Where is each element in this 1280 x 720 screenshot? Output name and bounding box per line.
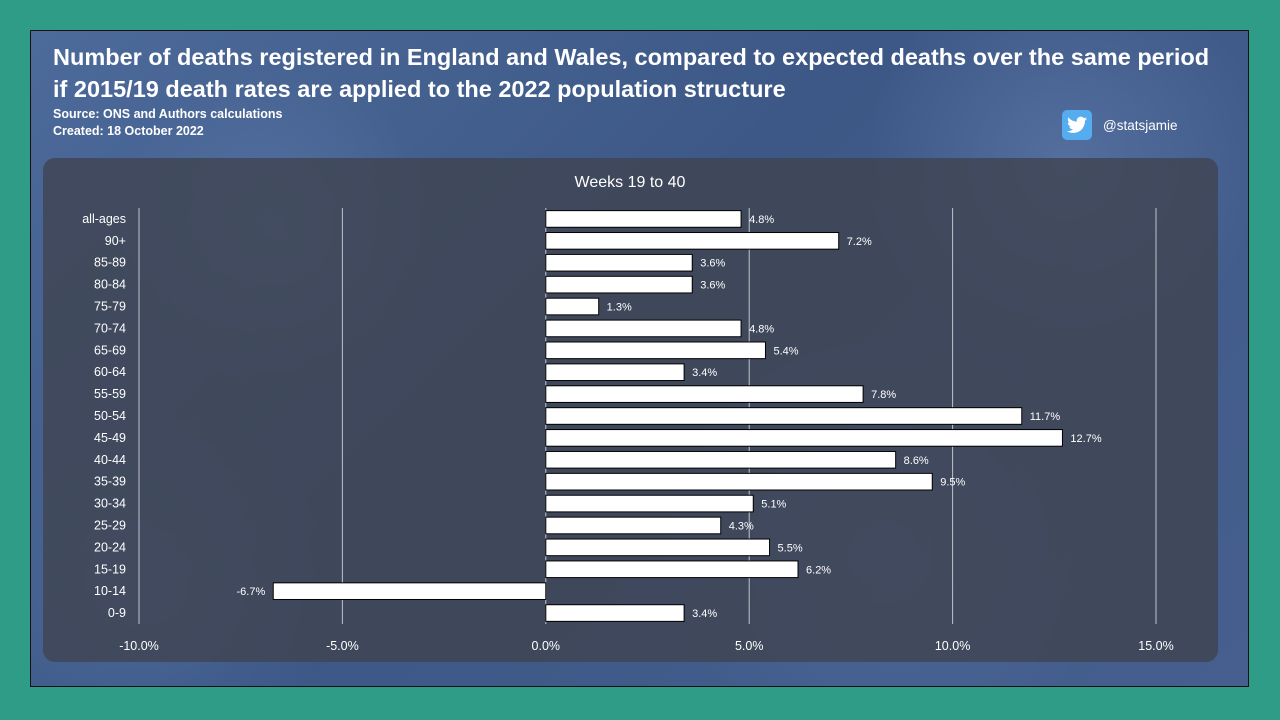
source-note: Source: ONS and Authors calculations	[53, 107, 283, 121]
value-label: 3.4%	[692, 608, 717, 620]
bar	[545, 210, 742, 228]
value-label: 4.8%	[749, 323, 774, 335]
category-label: 40-44	[94, 453, 126, 467]
category-label: all-ages	[82, 212, 126, 226]
bar	[272, 582, 547, 600]
category-label: 60-64	[94, 365, 126, 379]
bar	[545, 516, 722, 535]
x-tick-label: -10.0%	[119, 639, 159, 653]
bar	[545, 275, 693, 294]
value-label: 12.7%	[1070, 433, 1101, 445]
bar	[545, 253, 693, 272]
category-label: 85-89	[94, 256, 126, 270]
twitter-icon	[1062, 110, 1092, 140]
bar-chart: Weeks 19 to 40 -10.0% -5.0% 0.0% 5.0% 10.0% 15…	[82, 174, 1174, 653]
x-tick-label: 10.0%	[935, 639, 970, 653]
category-label: 25-29	[94, 518, 126, 532]
chart-area: Weeks 19 to 40 -10.0% -5.0% 0.0% 5.0% 10.0% 15…	[43, 158, 1218, 662]
chart-title: Weeks 19 to 40	[575, 174, 686, 191]
bar	[545, 604, 685, 622]
value-label: 7.8%	[871, 389, 896, 401]
x-tick-label: -5.0%	[326, 639, 359, 653]
bar	[545, 363, 685, 382]
category-label: 20-24	[94, 540, 126, 554]
created-date: Created: 18 October 2022	[53, 124, 204, 138]
category-label: 0-9	[108, 606, 126, 620]
bar	[545, 297, 600, 316]
bar	[545, 232, 840, 250]
value-label: 6.2%	[806, 564, 831, 576]
twitter-handle: @statsjamie	[1103, 117, 1178, 133]
bar	[545, 472, 933, 491]
bar	[545, 538, 771, 557]
value-label: 4.3%	[729, 520, 754, 532]
title-line-1: Number of deaths registered in England a…	[53, 44, 1210, 70]
value-label: 5.5%	[778, 542, 803, 554]
value-label: 3.4%	[692, 367, 717, 379]
chart-panel: Number of deaths registered in England a…	[30, 30, 1249, 687]
x-tick-label: 5.0%	[735, 639, 764, 653]
category-label: 50-54	[94, 409, 126, 423]
title-line-2: if 2015/19 death rates are applied to th…	[53, 76, 786, 102]
x-tick-label: 15.0%	[1138, 639, 1173, 653]
bar	[545, 407, 1023, 425]
value-label: 4.8%	[749, 214, 774, 226]
category-label: 35-39	[94, 475, 126, 489]
twitter-handle-block: @statsjamie	[1062, 110, 1177, 140]
value-label: 5.4%	[773, 345, 798, 357]
value-label: 1.3%	[607, 302, 632, 314]
bar	[545, 429, 1063, 447]
value-label: 7.2%	[847, 236, 872, 248]
value-label: 3.6%	[700, 280, 725, 292]
value-label: 11.7%	[1030, 411, 1061, 423]
page-title: Number of deaths registered in England a…	[53, 41, 1223, 105]
bar	[545, 385, 864, 403]
category-label: 70-74	[94, 321, 126, 335]
category-label: 90+	[105, 234, 126, 248]
value-label: -6.7%	[236, 586, 265, 598]
value-label: 9.5%	[940, 477, 965, 489]
value-label: 3.6%	[700, 258, 725, 270]
category-label: 30-34	[94, 497, 126, 511]
bar	[545, 560, 799, 579]
value-label: 8.6%	[904, 455, 929, 467]
category-label: 55-59	[94, 387, 126, 401]
x-tick-label: 0.0%	[532, 639, 561, 653]
bar	[545, 450, 897, 469]
category-label: 75-79	[94, 300, 126, 314]
category-label: 65-69	[94, 343, 126, 357]
bar	[545, 494, 754, 513]
category-label: 10-14	[94, 584, 126, 598]
value-label: 5.1%	[761, 499, 786, 511]
bar	[545, 341, 766, 360]
category-label: 45-49	[94, 431, 126, 445]
category-label: 15-19	[94, 562, 126, 576]
category-label: 80-84	[94, 278, 126, 292]
bar	[545, 319, 742, 338]
